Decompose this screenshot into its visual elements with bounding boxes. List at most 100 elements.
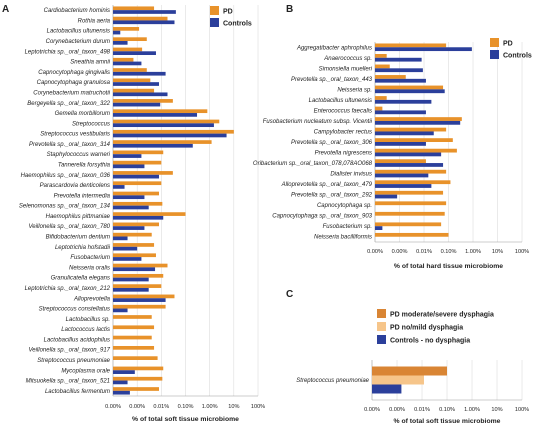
category-label: Streptococcus constellatus bbox=[39, 307, 110, 313]
category-label: Oribacterium sp._oral_taxon_078,078AO068 bbox=[253, 161, 373, 167]
category-label: Neisseria sp. bbox=[337, 87, 372, 93]
bar-controls bbox=[375, 163, 444, 167]
category-label: Neisseria oralis bbox=[69, 265, 110, 271]
bar-controls bbox=[113, 30, 121, 35]
bar-pd bbox=[113, 78, 151, 83]
bar-pd bbox=[113, 150, 164, 155]
bar-controls bbox=[375, 173, 429, 178]
bar-pd bbox=[375, 106, 383, 111]
x-tick-label: 10% bbox=[492, 249, 503, 255]
category-label: Staphylococcus warneri bbox=[47, 152, 111, 158]
x-tick-label: 0.01% bbox=[153, 404, 169, 410]
bar-pd bbox=[375, 85, 444, 90]
bar-controls bbox=[113, 51, 156, 56]
bar-controls bbox=[113, 20, 175, 25]
bar-pd bbox=[113, 325, 155, 330]
bar-pd bbox=[113, 68, 147, 72]
category-label: Neisseria bacilliformis bbox=[314, 235, 372, 241]
bar-pd bbox=[113, 304, 166, 309]
bar-pd-no-mild-dysphagia bbox=[372, 375, 424, 385]
category-label: Cardiobacterium hominis bbox=[44, 8, 110, 14]
x-tick-label: 1.00% bbox=[465, 249, 481, 255]
panel-b-letter: B bbox=[286, 4, 293, 15]
category-label: Prevotella nigrescens bbox=[315, 151, 372, 157]
x-tick-label: 10% bbox=[491, 407, 502, 413]
x-axis-label: % of total hard tissue microbiome bbox=[394, 263, 503, 270]
bar-pd bbox=[113, 222, 159, 227]
category-label: Anaerococcus sp. bbox=[323, 56, 372, 62]
category-label: Lactobacillus ultunensis bbox=[309, 98, 372, 104]
x-tick-label: 0.00% bbox=[129, 404, 145, 410]
legend-label-pd-moderate-severe-dysphagia: PD moderate/severe dysphagia bbox=[390, 312, 494, 319]
category-label: Gemella morbillorum bbox=[55, 111, 110, 117]
bar-pd bbox=[113, 335, 152, 340]
bar-pd bbox=[113, 129, 234, 134]
bar-controls bbox=[113, 390, 130, 395]
bar-controls bbox=[375, 68, 423, 73]
bar-controls bbox=[375, 47, 472, 52]
bar-controls bbox=[375, 89, 445, 94]
legend-swatch-pd bbox=[210, 6, 219, 15]
category-label: Lactobacillus acidophilus bbox=[44, 337, 110, 343]
bar-controls bbox=[113, 174, 159, 179]
bar-controls bbox=[113, 298, 166, 302]
category-label: Fusobacterium nucleatum subsp. Vicentii bbox=[263, 119, 373, 125]
bar-controls bbox=[113, 113, 198, 117]
bar-controls bbox=[113, 205, 149, 210]
x-tick-label: 0.00% bbox=[367, 249, 383, 255]
bar-controls bbox=[375, 152, 442, 157]
legend-swatch-pd bbox=[490, 38, 499, 47]
bar-controls bbox=[113, 143, 193, 148]
bar-pd bbox=[375, 201, 447, 206]
category-label: Streptococcus pneumoniae bbox=[37, 358, 110, 364]
x-tick-label: 10% bbox=[228, 404, 239, 410]
x-tick-label: 100% bbox=[515, 407, 529, 413]
bar-pd bbox=[113, 160, 162, 165]
legend-swatch-controls-no-dysphagia bbox=[377, 335, 386, 344]
category-label: Granulicatella elegans bbox=[51, 276, 110, 282]
bar-pd bbox=[375, 54, 387, 58]
legend-label-controls: Controls bbox=[503, 53, 532, 60]
bar-controls bbox=[113, 215, 164, 220]
category-label: Bergeyella sp._oral_taxon_322 bbox=[27, 101, 110, 107]
bar-controls bbox=[113, 236, 128, 241]
category-label: Bifidobacterium dentium bbox=[46, 235, 110, 241]
bar-pd bbox=[113, 243, 155, 247]
bar-controls bbox=[113, 308, 128, 313]
bar-pd bbox=[113, 263, 168, 268]
x-tick-label: 100% bbox=[515, 249, 529, 255]
bar-pd bbox=[375, 96, 387, 100]
bar-pd bbox=[113, 119, 220, 124]
category-label: Lactococcus lactis bbox=[61, 327, 110, 333]
bar-controls bbox=[113, 287, 149, 292]
panel-c-letter: C bbox=[286, 289, 293, 300]
bar-pd bbox=[375, 43, 447, 48]
category-label: Veillonella sp._oral_taxon_917 bbox=[28, 348, 110, 354]
category-label: Fusobacterium sp. bbox=[323, 224, 372, 230]
bar-pd bbox=[375, 190, 444, 195]
bar-pd bbox=[113, 376, 163, 381]
bar-controls bbox=[375, 226, 383, 230]
bar-pd bbox=[375, 148, 457, 153]
bar-pd bbox=[113, 284, 162, 288]
x-tick-label: 0.10% bbox=[439, 407, 455, 413]
panel-b-chart: 0.00% 0.00% 0.01% 0.10% 1.00% 10% 100% % of tot… bbox=[253, 38, 532, 270]
bar-pd bbox=[375, 117, 462, 121]
bar-controls bbox=[113, 267, 156, 272]
bar-pd bbox=[113, 366, 164, 371]
x-tick-label: 0.10% bbox=[441, 249, 457, 255]
category-label: Veillonella sp._oral_taxon_780 bbox=[28, 224, 110, 230]
panel-a-chart: 0.00% 0.00% 0.01% 0.10% 1.00% 10% 100% % of tot… bbox=[19, 5, 265, 423]
category-label: Aggregatibacter aphrophilus bbox=[296, 45, 372, 51]
bar-controls bbox=[375, 142, 426, 146]
bar-controls bbox=[113, 123, 214, 128]
legend-label-controls: Controls bbox=[223, 21, 252, 28]
bar-pd bbox=[375, 211, 445, 216]
bar-pd bbox=[113, 212, 186, 216]
legend-label-pd: PD bbox=[223, 9, 233, 16]
bar-controls bbox=[113, 92, 168, 97]
legend-label-controls-no-dysphagia: Controls - no dysphagia bbox=[390, 338, 470, 345]
bar-controls bbox=[375, 110, 426, 115]
category-label: Sneathia amnii bbox=[70, 60, 110, 66]
bar-pd bbox=[113, 6, 155, 11]
